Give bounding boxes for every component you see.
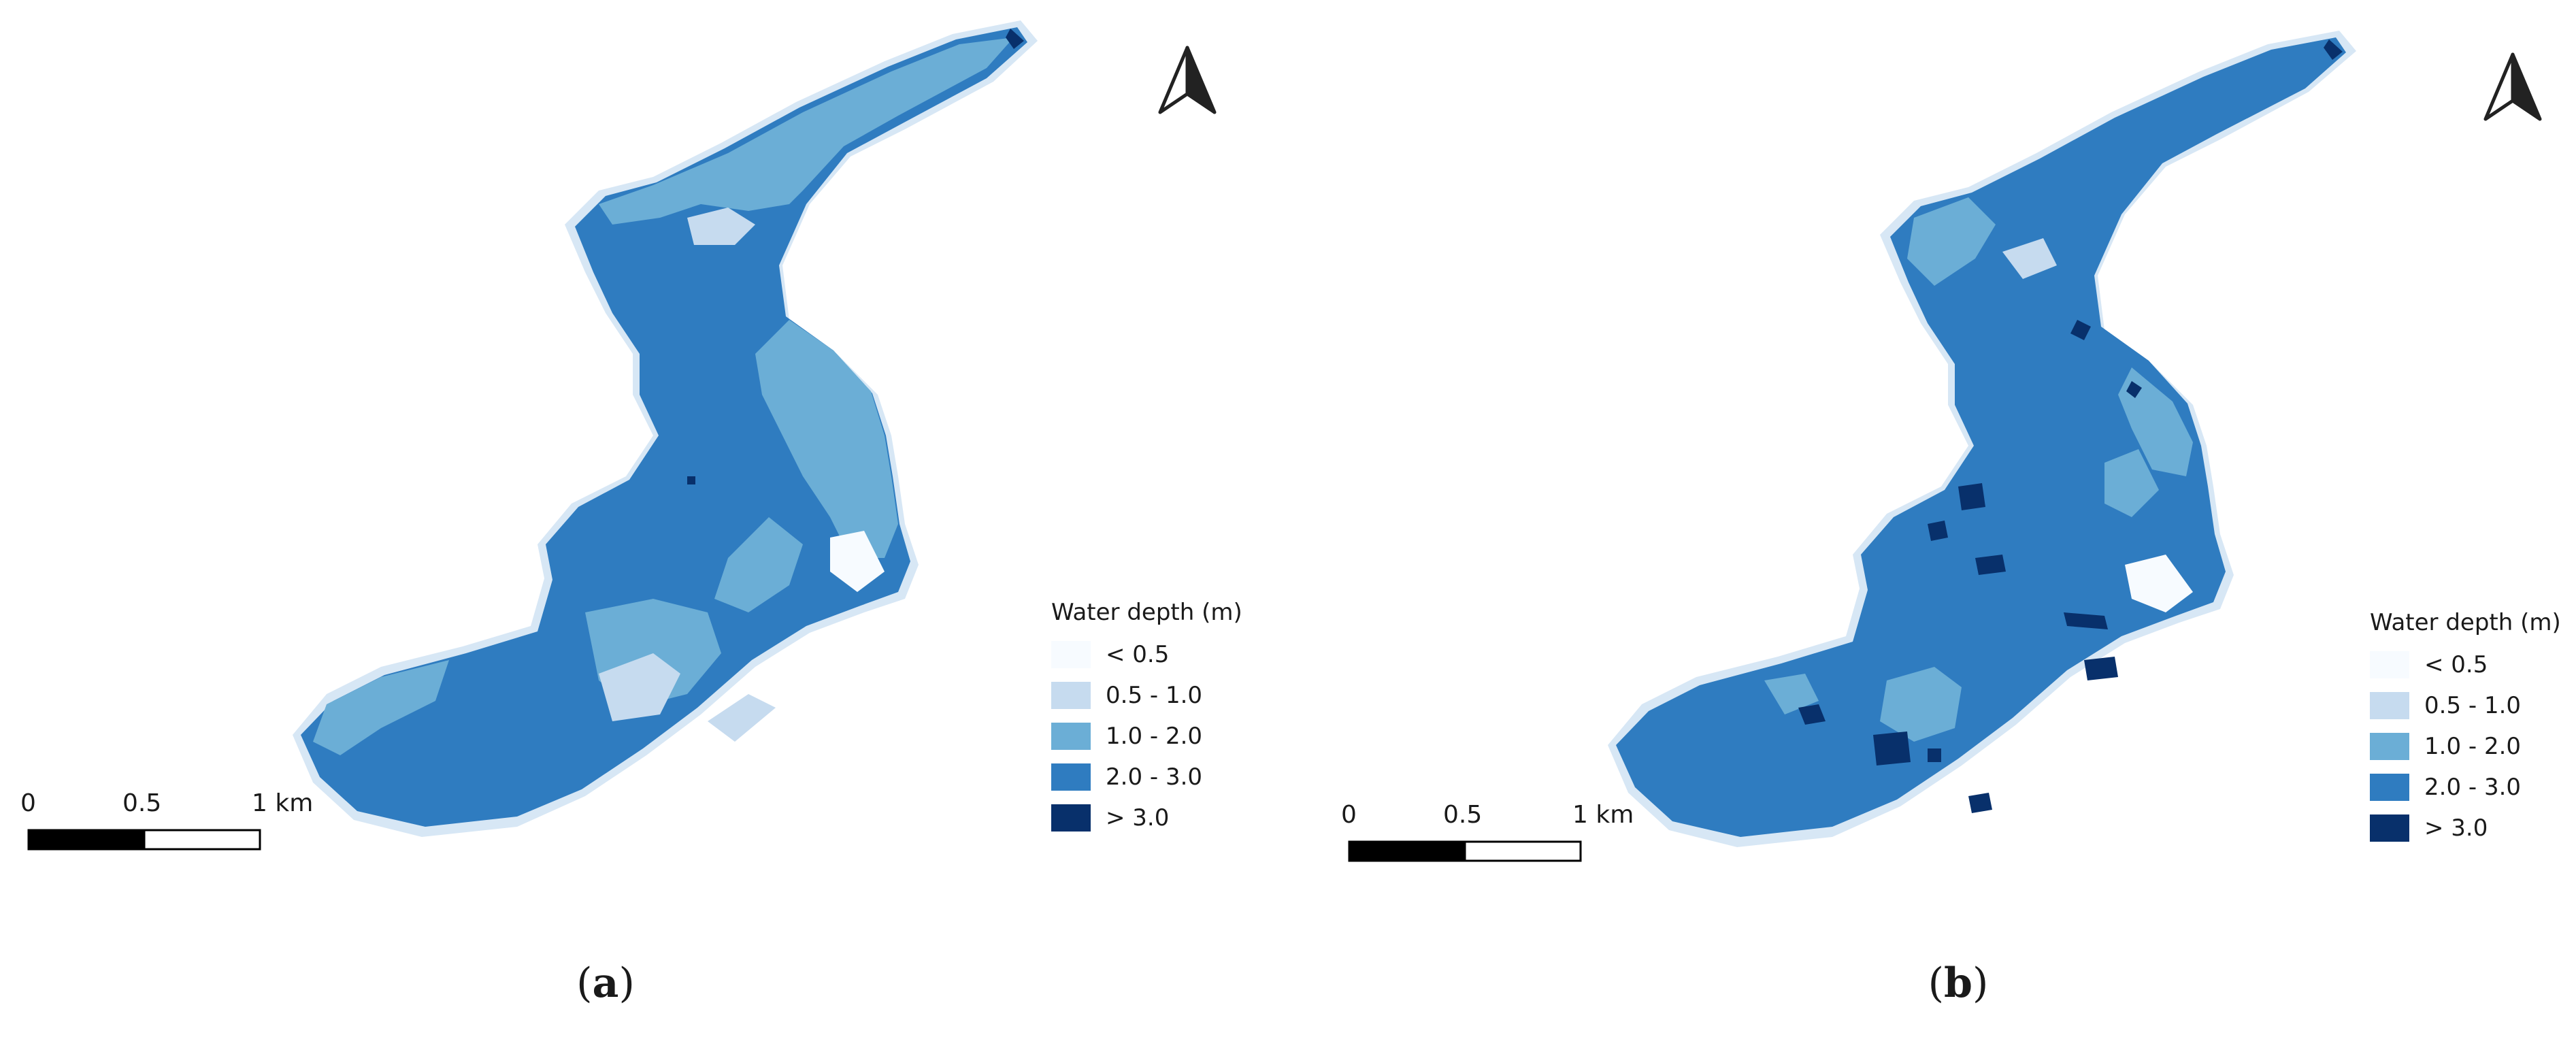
- legend-item: 0.5 - 1.0: [2370, 685, 2561, 726]
- legend-swatch: [1051, 763, 1091, 791]
- lake-body: [1616, 37, 2346, 837]
- legend-swatch: [2370, 692, 2409, 719]
- zone-deep-3: [2126, 381, 2142, 398]
- legend-item: 2.0 - 3.0: [2370, 767, 2561, 808]
- legend-item: < 0.5: [1051, 634, 1242, 675]
- scale-label-zero: 0: [1341, 801, 1357, 829]
- legend-label: 2.0 - 3.0: [2424, 774, 2522, 801]
- legend-label: > 3.0: [2424, 814, 2488, 842]
- zone-shallow-1: [687, 208, 755, 245]
- zone-deep-7: [2064, 612, 2108, 629]
- legend-title: Water depth (m): [2370, 609, 2561, 636]
- zone-medium-4: [2104, 449, 2159, 517]
- zone-deep-11: [1968, 793, 1992, 813]
- legend-label: 1.0 - 2.0: [2424, 733, 2522, 760]
- scale-label-end: 1 km: [1572, 801, 1634, 829]
- north-arrow-icon: [2483, 52, 2542, 121]
- zone-shallow-1: [2125, 555, 2193, 612]
- north-arrow-icon: [1158, 46, 1217, 114]
- zone-deep-2: [2070, 320, 2091, 340]
- zone-deep-9: [1798, 704, 1826, 725]
- legend-label: 1.0 - 2.0: [1106, 723, 1203, 750]
- zone-deep-2: [687, 476, 695, 484]
- legend-item: < 0.5: [2370, 644, 2561, 685]
- legend-swatch: [1051, 641, 1091, 668]
- zone-medium-5: [1764, 674, 1819, 714]
- zone-deep-4: [1958, 483, 1985, 510]
- legend-swatch: [1051, 804, 1091, 832]
- legend-title: Water depth (m): [1051, 599, 1242, 626]
- zone-medium-3: [313, 660, 449, 755]
- zone-medium-2: [755, 320, 898, 558]
- legend: Water depth (m) < 0.5 0.5 - 1.0 1.0 - 2.…: [1051, 599, 1242, 838]
- zone-deep-12: [1928, 748, 1941, 762]
- zone-medium-1: [1907, 197, 1996, 286]
- legend-swatch: [2370, 774, 2409, 801]
- legend-swatch: [2370, 651, 2409, 678]
- legend-label: > 3.0: [1106, 804, 1170, 832]
- legend-label: 0.5 - 1.0: [1106, 682, 1203, 709]
- water-depth-map-a: [27, 20, 1217, 851]
- zone-shallow-4: [708, 694, 776, 742]
- legend-label: < 0.5: [1106, 641, 1170, 668]
- zone-deep-8: [2084, 657, 2118, 680]
- scale-label-zero: 0: [20, 789, 36, 817]
- scale-bar: [27, 829, 261, 851]
- zone-deep-5: [1928, 521, 1948, 541]
- panel-caption-b: (b): [1928, 959, 1989, 1007]
- legend-label: < 0.5: [2424, 651, 2488, 678]
- legend-item: 1.0 - 2.0: [2370, 726, 2561, 767]
- panel-caption-a: (a): [576, 959, 635, 1007]
- legend-swatch: [1051, 723, 1091, 750]
- legend-swatch: [2370, 733, 2409, 760]
- legend-label: 0.5 - 1.0: [2424, 692, 2522, 719]
- zone-deep-10: [1873, 731, 1911, 766]
- scale-label-mid: 0.5: [1443, 801, 1483, 829]
- legend-item: > 3.0: [1051, 797, 1242, 838]
- map-panel-a: 0 0.5 1 km Water depth (m) < 0.5 0.5 - 1…: [20, 20, 1242, 1007]
- map-panel-b: 0 0.5 1 km Water depth (m) < 0.5 0.5 - 1…: [1288, 0, 2576, 1037]
- zone-medium-1: [599, 37, 1014, 225]
- legend-swatch: [1051, 682, 1091, 709]
- legend-item: 0.5 - 1.0: [1051, 675, 1242, 716]
- zone-shallow-3: [830, 531, 885, 592]
- scale-bar: [1348, 840, 1582, 862]
- legend-swatch: [2370, 814, 2409, 842]
- legend-item: 1.0 - 2.0: [1051, 716, 1242, 757]
- scale-label-end: 1 km: [252, 789, 314, 817]
- zone-medium-5: [714, 517, 803, 612]
- zone-medium-3: [1880, 667, 1962, 742]
- legend-item: 2.0 - 3.0: [1051, 757, 1242, 797]
- water-depth-map-b: [1348, 31, 2542, 862]
- zone-deep-1: [1006, 29, 1024, 49]
- legend: Water depth (m) < 0.5 0.5 - 1.0 1.0 - 2.…: [2370, 609, 2561, 849]
- legend-label: 2.0 - 3.0: [1106, 763, 1203, 791]
- zone-deep-1: [2324, 39, 2343, 60]
- lake-body: [301, 27, 1027, 827]
- zone-deep-6: [1975, 555, 2006, 575]
- zone-shallow-2: [599, 653, 680, 721]
- scale-label-mid: 0.5: [122, 789, 162, 817]
- legend-item: > 3.0: [2370, 808, 2561, 849]
- zone-shallow-2: [2002, 238, 2057, 279]
